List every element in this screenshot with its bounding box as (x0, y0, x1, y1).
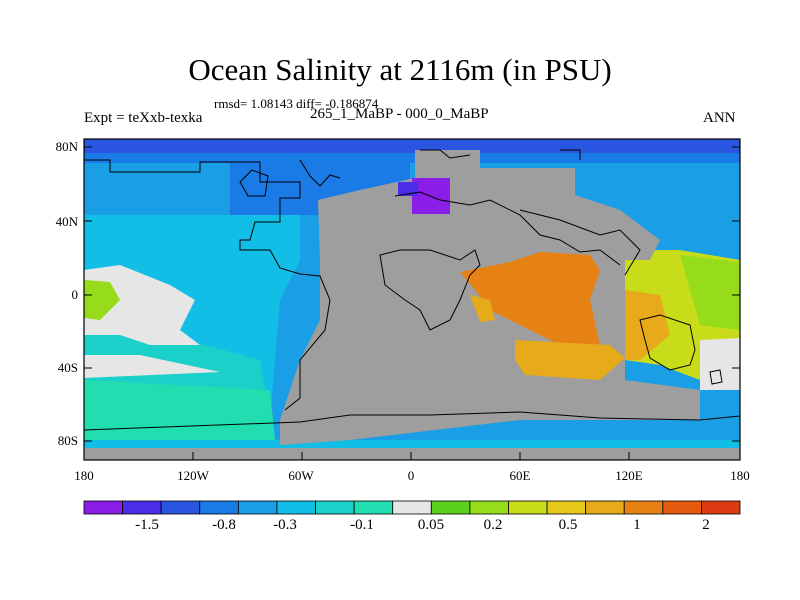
ocean-region (680, 255, 740, 330)
colorbar-box (662, 500, 702, 515)
colorbar-label: 1 (633, 517, 641, 533)
lon-tick-180e: 180 (730, 468, 750, 483)
colorbar-label: -1.5 (135, 517, 159, 533)
lon-tick-180w: 180 (74, 468, 94, 483)
lat-tick-40s: 40S (57, 360, 78, 375)
axis-ticks (84, 146, 740, 460)
colorbar-label: 2 (702, 517, 710, 533)
ocean-region (84, 355, 220, 378)
lon-tick-0: 0 (407, 468, 415, 483)
difference-label: 265_1_MaBP - 000_0_MaBP (310, 106, 489, 122)
colorbar-box (392, 500, 432, 515)
lat-tick-80s: 80S (57, 433, 78, 448)
ocean-region (460, 252, 600, 345)
map-title: Ocean Salinity at 2116m (in PSU) (188, 52, 612, 87)
lon-tick-120e: 120E (615, 468, 643, 483)
colorbar-label: -0.1 (350, 517, 374, 533)
lat-tick-0: 0 (71, 287, 79, 302)
lat-tick-80n: 80N (55, 139, 78, 154)
colorbar-box (469, 500, 509, 515)
colorbar-box (237, 500, 278, 515)
colorbar-box (199, 500, 239, 515)
ocean-region (700, 338, 740, 390)
colorbar-box (160, 500, 201, 515)
colorbar-box (546, 500, 587, 515)
colorbar-box (315, 500, 355, 515)
ocean-region (84, 380, 275, 440)
colorbar-label: 0.2 (483, 517, 503, 533)
colorbar-box (353, 500, 394, 515)
map-frame (83, 138, 741, 461)
lon-tick-60w: 60W (288, 468, 314, 483)
ocean-region (515, 340, 625, 380)
ocean-region (398, 182, 418, 196)
colorbar-box (122, 500, 162, 515)
ocean-region (230, 160, 410, 215)
colorbar-box (623, 500, 664, 515)
ocean-region (470, 295, 495, 322)
colorbar-box (83, 500, 123, 515)
experiment-label: Expt = teXxb-texka (84, 110, 203, 126)
ocean-region (84, 280, 120, 320)
colorbar-label: -0.3 (273, 517, 297, 533)
colorbar-label: 0.5 (558, 517, 578, 533)
colorbar (83, 500, 741, 515)
colorbar-box (430, 500, 471, 515)
colorbar-box (701, 500, 741, 515)
ocean-region (84, 265, 200, 345)
season-label: ANN (703, 110, 736, 126)
lat-tick-40n: 40N (55, 214, 78, 229)
colorbar-box (508, 500, 548, 515)
coastlines (84, 149, 740, 431)
colorbar-box (276, 500, 316, 515)
land-mass (84, 448, 740, 460)
colorbar-box (585, 500, 625, 515)
lon-tick-60e: 60E (509, 468, 531, 483)
map-field (84, 139, 740, 460)
ocean-region (84, 139, 740, 153)
ocean-region (625, 290, 670, 360)
stats-text: rmsd= 1.08143 diff= -0.186874 (214, 96, 379, 111)
ocean-region (84, 153, 740, 163)
colorbar-label: 0.05 (417, 517, 445, 533)
lon-tick-120w: 120W (177, 468, 209, 483)
colorbar-label: -0.8 (212, 517, 236, 533)
